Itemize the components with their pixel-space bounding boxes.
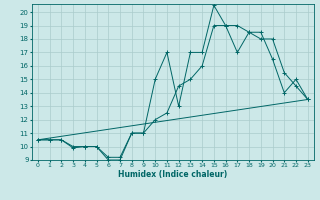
X-axis label: Humidex (Indice chaleur): Humidex (Indice chaleur) [118,170,228,179]
